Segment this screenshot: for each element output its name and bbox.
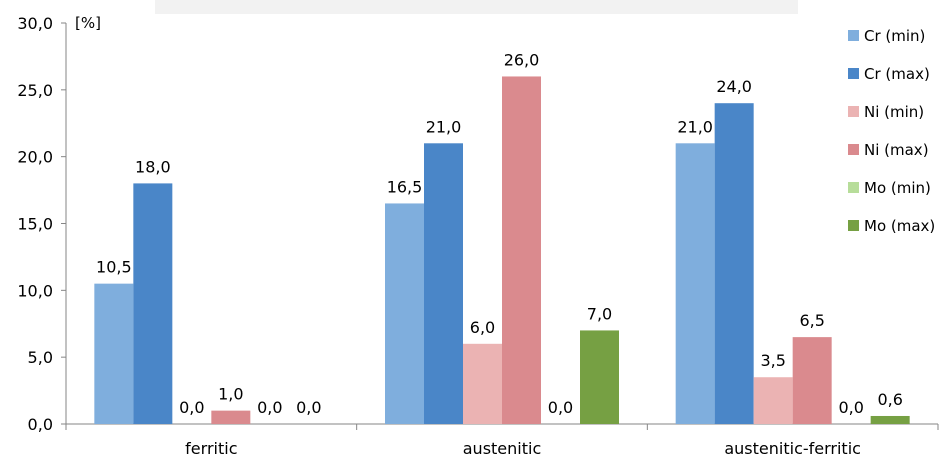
data-label: 10,5: [96, 258, 132, 277]
x-category-label: austenitic: [463, 439, 542, 458]
data-label: 21,0: [426, 117, 462, 136]
legend-label: Cr (max): [864, 65, 930, 83]
legend-swatch: [848, 30, 859, 41]
data-label: 6,5: [799, 311, 824, 330]
bar: [94, 283, 134, 424]
data-label: 0,0: [548, 398, 573, 417]
bar: [714, 103, 754, 424]
legend-label: Ni (max): [864, 141, 929, 159]
y-tick-label: 25,0: [17, 81, 53, 100]
y-tick-label: 20,0: [17, 148, 53, 167]
data-label: 0,6: [877, 390, 902, 409]
legend-label: Mo (max): [864, 217, 935, 235]
y-tick-label: 5,0: [28, 348, 53, 367]
data-label: 26,0: [504, 50, 540, 69]
legend: Cr (min) Cr (max) Ni (min) Ni (max) Mo (min)…: [848, 27, 935, 235]
bar: [792, 337, 832, 424]
data-label: 0,0: [838, 398, 863, 417]
y-tick-label: 10,0: [17, 281, 53, 300]
data-label: 3,5: [760, 351, 785, 370]
data-label: 0,0: [257, 398, 282, 417]
legend-swatch: [848, 106, 859, 117]
bar: [424, 143, 463, 425]
bar: [133, 183, 173, 424]
legend-label: Ni (min): [864, 103, 924, 121]
y-tick-label: 15,0: [17, 215, 53, 234]
data-label: 0,0: [296, 398, 321, 417]
bar: [753, 377, 793, 424]
title-placeholder-box: [155, 0, 798, 14]
legend-label: Mo (min): [864, 179, 931, 197]
bars: [94, 76, 910, 425]
y-tick-label: 0,0: [28, 415, 53, 434]
data-label: 1,0: [218, 385, 243, 404]
bar: [463, 343, 502, 424]
y-tick-label: 30,0: [17, 14, 53, 33]
legend-swatch: [848, 182, 859, 193]
y-axis-unit-label: [%]: [75, 14, 101, 32]
legend-swatch: [848, 220, 859, 231]
data-label: 16,5: [387, 177, 423, 196]
data-label: 7,0: [587, 304, 612, 323]
data-label: 21,0: [677, 117, 713, 136]
x-category-label: ferritic: [185, 439, 237, 458]
data-label: 18,0: [135, 157, 171, 176]
bar: [211, 410, 251, 424]
legend-swatch: [848, 68, 859, 79]
bar: [675, 143, 715, 425]
data-label: 6,0: [470, 318, 495, 337]
data-labels: 10,5 16,5 21,0 18,0 21,0 24,0 0,0 6,0 3,5 1,0 26,0…: [96, 50, 903, 417]
bar: [870, 415, 910, 424]
bar: [502, 76, 541, 424]
legend-label: Cr (min): [864, 27, 925, 45]
bar: [580, 330, 619, 424]
data-label: 0,0: [179, 398, 204, 417]
x-category-label: austenitic-ferritic: [724, 439, 861, 458]
legend-swatch: [848, 144, 859, 155]
data-label: 24,0: [716, 77, 752, 96]
bar: [385, 203, 424, 424]
